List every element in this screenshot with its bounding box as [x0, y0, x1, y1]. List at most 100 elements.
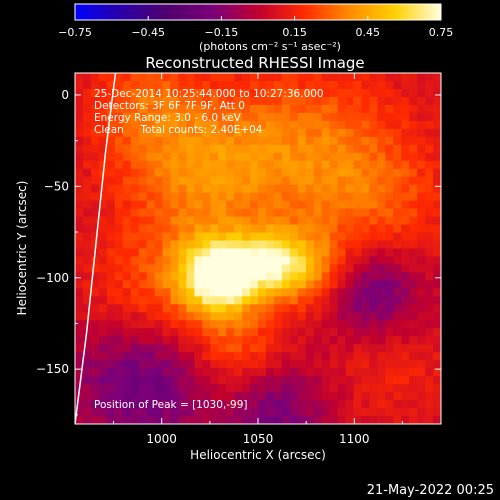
heatmap-cell [265, 360, 275, 369]
heatmap-cell [425, 200, 434, 210]
heatmap-cell [114, 216, 124, 226]
heatmap-cell [242, 152, 251, 162]
heatmap-cell [258, 120, 267, 130]
heatmap-cell [385, 352, 394, 361]
heatmap-cell [313, 392, 323, 401]
heatmap-cell [425, 416, 434, 424]
heatmap-cell [305, 408, 315, 417]
heatmap-cell [90, 152, 100, 162]
heatmap-cell [425, 73, 434, 82]
heatmap-cell [75, 256, 84, 266]
heatmap-cell [321, 408, 331, 417]
heatmap-cell [194, 264, 203, 274]
heatmap-cell [337, 384, 347, 393]
heatmap-cell [138, 232, 148, 242]
annotation-block: 25-Dec-2014 10:25:44.000 to 10:27:36.000… [94, 88, 324, 136]
heatmap-cell [393, 248, 402, 258]
heatmap-cell [218, 248, 227, 258]
heatmap-cell [329, 352, 339, 361]
heatmap-cell [329, 416, 339, 424]
heatmap-cell [218, 304, 227, 313]
heatmap-cell [146, 312, 156, 321]
heatmap-cell [393, 200, 402, 210]
heatmap-cell [130, 232, 140, 242]
heatmap-cell [401, 360, 410, 369]
heatmap-cell [114, 304, 124, 313]
heatmap-cell [329, 176, 339, 186]
heatmap-cell [329, 288, 339, 297]
heatmap-cell [305, 144, 315, 154]
heatmap-cell [242, 336, 251, 345]
heatmap-cell [218, 320, 227, 329]
heatmap-cell [242, 376, 251, 385]
heatmap-cell [329, 328, 339, 337]
heatmap-cell [226, 112, 235, 122]
heatmap-cell [250, 112, 259, 122]
heatmap-cell [202, 128, 211, 138]
heatmap-cell [138, 360, 148, 369]
heatmap-cell [353, 168, 363, 178]
heatmap-cell [106, 416, 116, 424]
heatmap-cell [425, 80, 434, 90]
heatmap-cell [329, 312, 339, 321]
heatmap-cell [401, 73, 410, 82]
heatmap-cell [82, 392, 92, 401]
heatmap-cell [146, 73, 156, 82]
heatmap-cell [258, 272, 267, 282]
heatmap-cell [337, 232, 347, 242]
heatmap-cell [186, 296, 195, 305]
heatmap-cell [337, 280, 347, 289]
heatmap-cell [170, 152, 180, 162]
heatmap-cell [281, 360, 291, 369]
heatmap-cell [417, 368, 426, 377]
heatmap-cell [106, 176, 116, 186]
heatmap-cell [210, 112, 219, 122]
heatmap-cell [321, 104, 331, 114]
heatmap-cell [313, 352, 323, 361]
heatmap-cell [425, 280, 434, 289]
heatmap-cell [297, 80, 307, 90]
heatmap-cell [114, 384, 124, 393]
heatmap-cell [425, 216, 434, 226]
heatmap-cell [250, 248, 259, 258]
heatmap-cell [417, 288, 426, 297]
heatmap-cell [321, 232, 331, 242]
heatmap-cell [409, 352, 418, 361]
heatmap-cell [75, 312, 84, 321]
heatmap-cell [313, 264, 323, 274]
heatmap-cell [321, 120, 331, 130]
heatmap-cell [186, 384, 195, 393]
heatmap-cell [154, 176, 164, 186]
heatmap-cell [305, 304, 315, 313]
heatmap-cell [170, 272, 180, 282]
heatmap-cell [409, 376, 418, 385]
heatmap-cell [162, 112, 172, 122]
heatmap-cell [401, 128, 410, 138]
heatmap-cell [178, 304, 187, 313]
heatmap-cell [202, 288, 211, 297]
heatmap-cell [417, 400, 426, 409]
heatmap-cell [106, 224, 116, 234]
heatmap-cell [345, 288, 355, 297]
heatmap-cell [250, 408, 259, 417]
heatmap-cell [329, 73, 339, 82]
heatmap-cell [433, 392, 441, 401]
heatmap-cell [178, 136, 187, 146]
heatmap-cell [321, 240, 331, 250]
heatmap-cell [377, 272, 386, 282]
heatmap-cell [393, 112, 402, 122]
heatmap-cell [130, 208, 140, 218]
heatmap-cell [345, 160, 355, 170]
heatmap-cell [242, 192, 251, 202]
heatmap-cell [242, 73, 251, 82]
heatmap-cell [273, 376, 283, 385]
heatmap-cell [281, 73, 291, 82]
heatmap-cell [226, 376, 235, 385]
heatmap-cell [178, 96, 187, 106]
heatmap-cell [82, 304, 92, 313]
heatmap-cell [258, 176, 267, 186]
heatmap-cell [361, 400, 370, 409]
heatmap-cell [361, 112, 370, 122]
heatmap-cell [281, 168, 291, 178]
heatmap-cell [409, 368, 418, 377]
